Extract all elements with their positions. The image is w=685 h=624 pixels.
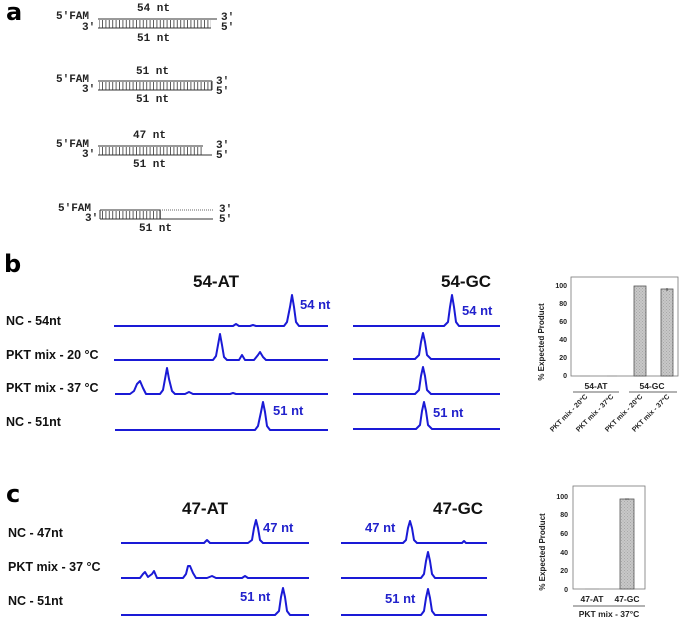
svg-text:80: 80 — [559, 301, 567, 308]
duplex-3-top-label: 47 nt — [133, 130, 167, 142]
svg-text:47-AT: 47-AT — [581, 594, 605, 604]
duplex-short-51 — [99, 209, 213, 220]
c-peak-label-51-at: 51 nt — [240, 589, 271, 604]
b-peak-label-51-at: 51 nt — [273, 403, 304, 418]
duplex-4-left-top: 5′FAM — [58, 203, 92, 215]
svg-text:54-AT: 54-AT — [585, 381, 609, 391]
svg-text:0: 0 — [563, 373, 567, 380]
duplex-3-right-bottom: 5′ — [216, 150, 230, 162]
b-row-label-2: PKT mix - 20 °C — [6, 348, 99, 362]
c-title-47-gc: 47-GC — [433, 499, 484, 518]
panel-c-letter: c — [6, 480, 21, 508]
duplex-1-left-bottom: 3′ — [82, 22, 96, 34]
panel-a-letter: a — [6, 0, 23, 26]
trace-b-gc-pkt20 — [353, 332, 500, 360]
trace-c-at-nc51 — [121, 587, 309, 616]
trace-b-at-pkt20 — [114, 333, 328, 361]
duplex-4-right-top: 3′ — [219, 204, 233, 216]
duplex-2-right-bottom: 5′ — [216, 86, 230, 98]
duplex-4-left-bottom: 3′ — [85, 213, 99, 225]
duplex-3-left-top: 5′FAM — [56, 139, 90, 151]
duplex-4-bottom-label: 51 nt — [139, 223, 173, 235]
svg-text:40: 40 — [559, 337, 567, 344]
panel-b-letter: b — [4, 250, 22, 278]
svg-text:40: 40 — [560, 550, 568, 557]
b-row-label-4: NC - 51nt — [6, 415, 61, 429]
trace-c-at-pkt37 — [121, 565, 309, 579]
b-peak-label-54-gc: 54 nt — [462, 303, 493, 318]
duplex-2-left-top: 5′FAM — [56, 74, 90, 86]
svg-text:80: 80 — [560, 512, 568, 519]
duplex-2-left-bottom: 3′ — [82, 84, 96, 96]
trace-c-gc-nc51 — [341, 588, 487, 616]
svg-text:100: 100 — [556, 494, 568, 501]
c-row-label-2: PKT mix - 37 °C — [8, 560, 101, 574]
b-peak-label-51-gc: 51 nt — [433, 405, 464, 420]
duplex-1-left-top: 5′FAM — [56, 11, 90, 23]
svg-text:60: 60 — [559, 319, 567, 326]
trace-b-at-nc54 — [114, 294, 328, 327]
trace-b-gc-nc51 — [353, 401, 500, 430]
trace-b-gc-nc54 — [353, 294, 500, 327]
duplex-1-right-top: 3′ — [221, 12, 235, 24]
svg-text:20: 20 — [560, 568, 568, 575]
c-row-label-3: NC - 51nt — [8, 594, 63, 608]
b-title-54-at: 54-AT — [193, 272, 239, 291]
trace-b-gc-pkt37 — [353, 366, 500, 395]
svg-text:100: 100 — [555, 283, 567, 290]
trace-c-gc-nc47 — [341, 520, 487, 544]
b-peak-label-54-at: 54 nt — [300, 297, 331, 312]
c-peak-label-47-at: 47 nt — [263, 520, 294, 535]
svg-text:% Expected Product: % Expected Product — [538, 513, 547, 591]
trace-c-gc-pkt37 — [341, 551, 487, 579]
trace-b-at-nc51 — [115, 401, 328, 431]
duplex-54-51 — [98, 18, 217, 29]
svg-text:% Expected Product: % Expected Product — [537, 303, 546, 381]
duplex-1-top-label: 54 nt — [137, 3, 171, 15]
b-title-54-gc: 54-GC — [441, 272, 492, 291]
duplex-1-right-bottom: 5′ — [221, 22, 235, 34]
c-row-label-1: NC - 47nt — [8, 526, 63, 540]
c-peak-label-51-gc: 51 nt — [385, 591, 416, 606]
svg-text:54-GC: 54-GC — [639, 381, 664, 391]
trace-b-at-pkt37 — [115, 367, 328, 395]
c-peak-label-47-gc: 47 nt — [365, 520, 396, 535]
duplex-2-bottom-label: 51 nt — [136, 94, 170, 106]
svg-text:PKT mix - 37°C: PKT mix - 37°C — [579, 609, 640, 619]
c-title-47-at: 47-AT — [182, 499, 228, 518]
svg-text:20: 20 — [559, 355, 567, 362]
duplex-3-bottom-label: 51 nt — [133, 159, 167, 171]
duplex-2-right-top: 3′ — [216, 76, 230, 88]
duplex-51-51 — [98, 80, 213, 91]
duplex-3-right-top: 3′ — [216, 140, 230, 152]
svg-text:47-GC: 47-GC — [614, 594, 639, 604]
trace-c-at-nc47 — [121, 519, 309, 544]
duplex-4-right-bottom: 5′ — [219, 214, 233, 226]
svg-text:0: 0 — [564, 587, 568, 594]
b-row-label-1: NC - 54nt — [6, 314, 61, 328]
svg-text:60: 60 — [560, 531, 568, 538]
duplex-47-51 — [98, 145, 212, 156]
duplex-2-top-label: 51 nt — [136, 66, 170, 78]
duplex-3-left-bottom: 3′ — [82, 149, 96, 161]
duplex-1-bottom-label: 51 nt — [137, 33, 171, 45]
b-row-label-3: PKT mix - 37 °C — [6, 381, 99, 395]
